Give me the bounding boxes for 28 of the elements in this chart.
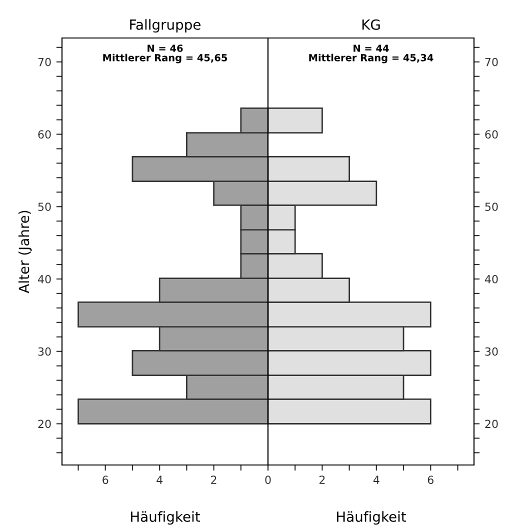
y-axis-title: Alter (Jahre) — [18, 210, 32, 294]
y-tick-label: 20 — [38, 420, 51, 428]
chart-title: KG — [362, 19, 380, 30]
x-tick-label: 2 — [319, 476, 325, 484]
annotation: Mittlerer Rang = 45,34 — [309, 54, 434, 64]
y-tick-label: 40 — [38, 274, 51, 284]
y-tick-label: 60 — [38, 130, 51, 139]
x-tick-label: 4 — [156, 476, 162, 484]
y-tick-label: 20 — [485, 420, 498, 428]
annotation: Mittlerer Rang = 45,65 — [103, 54, 228, 64]
chart-title: Fallgruppe — [130, 19, 200, 33]
x-axis-title: Häufigkeit — [131, 511, 200, 525]
y-tick-label: 50 — [485, 202, 498, 212]
x-tick-label: 4 — [373, 476, 380, 484]
x-tick-label: 6 — [102, 476, 108, 484]
y-tick-label: 30 — [485, 347, 498, 356]
y-tick-label: 50 — [38, 202, 51, 212]
x-axis-title: Häufigkeit — [337, 511, 406, 525]
y-tick-label: 30 — [38, 347, 51, 356]
annotation: N = 44 — [354, 44, 389, 52]
y-tick-label: 40 — [484, 274, 498, 284]
y-tick-label: 70 — [38, 58, 51, 66]
y-tick-label: 60 — [485, 130, 498, 139]
x-tick-label: 6 — [428, 476, 434, 484]
x-tick-label: 2 — [211, 476, 216, 484]
annotation: N = 46 — [148, 44, 183, 52]
y-tick-label: 70 — [485, 58, 498, 66]
x-tick-label: 0 — [265, 476, 271, 484]
